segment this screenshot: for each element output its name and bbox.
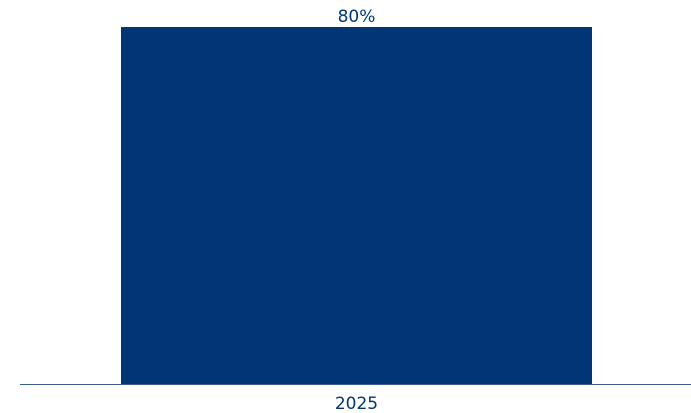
- x-tick-label-2025: 2025: [335, 394, 378, 413]
- plot-area: 80% 2025: [121, 7, 592, 413]
- data-label-2025: 80%: [338, 7, 376, 27]
- bar-2025: [121, 27, 592, 384]
